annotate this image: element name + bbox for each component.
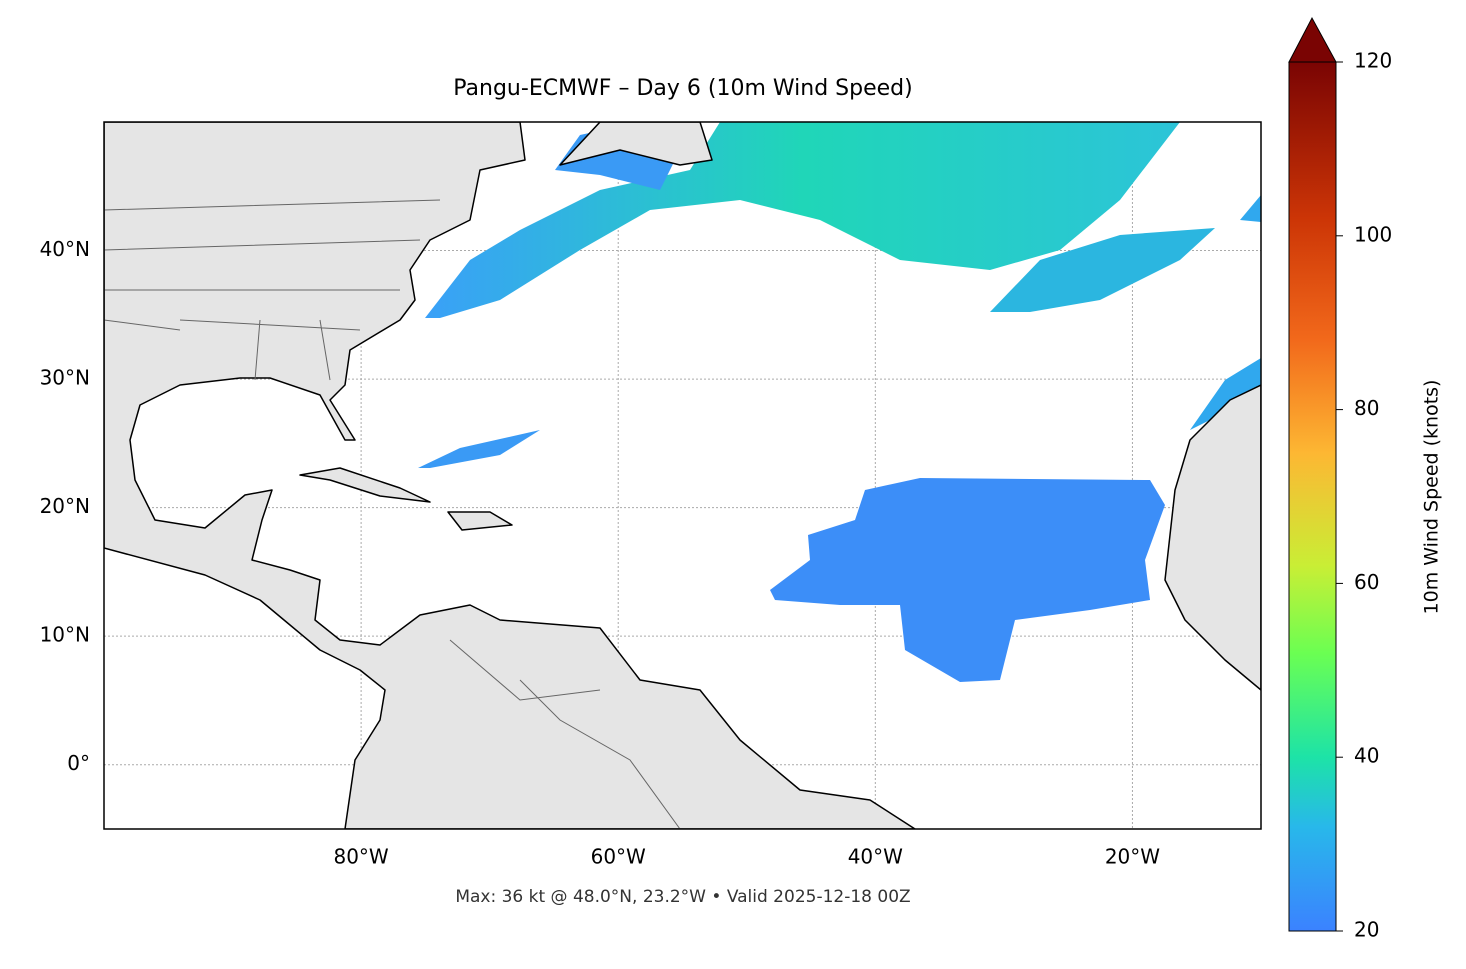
x-tick-label: 40°W: [848, 845, 903, 869]
map-frame: [103, 121, 1262, 830]
wind-area: [1190, 358, 1261, 430]
map-area: [104, 122, 1261, 829]
colorbar-tick-label: 60: [1354, 570, 1379, 594]
colorbar-extend: [1288, 16, 1337, 63]
colorbar-tick-label: 100: [1354, 222, 1392, 246]
borders: [104, 199, 681, 829]
wind-area: [1240, 195, 1261, 222]
x-tick-label: 20°W: [1105, 845, 1160, 869]
colorbar-tick-label: 80: [1354, 396, 1379, 420]
colorbar-label: 10m Wind Speed (knots): [1421, 380, 1443, 615]
x-tick-label: 80°W: [333, 845, 388, 869]
colorbar-tick-label: 20: [1354, 918, 1379, 942]
colorbar-tick-label: 120: [1354, 49, 1392, 73]
wind-area: [425, 122, 1180, 318]
land-cuba: [299, 467, 431, 503]
land-africa: [1164, 384, 1261, 691]
land-hispaniola: [447, 511, 513, 531]
colorbar: [1288, 61, 1337, 932]
title: Pangu-ECMWF – Day 6 (10m Wind Speed): [453, 76, 912, 101]
footer: Max: 36 kt @ 48.0°N, 23.2°W • Valid 2025…: [455, 887, 910, 907]
x-tick-label: 60°W: [591, 845, 646, 869]
colorbar-tick-label: 40: [1354, 744, 1379, 768]
y-tick-label: 40°N: [40, 237, 90, 261]
y-tick-label: 0°: [67, 751, 90, 775]
land-atlantic-canada: [559, 122, 713, 166]
y-tick-label: 10°N: [40, 623, 90, 647]
wind-area: [418, 430, 540, 468]
land-americas: [104, 122, 916, 829]
wind-area: [770, 478, 1165, 682]
y-tick-label: 30°N: [40, 366, 90, 390]
y-tick-label: 20°N: [40, 494, 90, 518]
wind-area: [990, 228, 1215, 312]
